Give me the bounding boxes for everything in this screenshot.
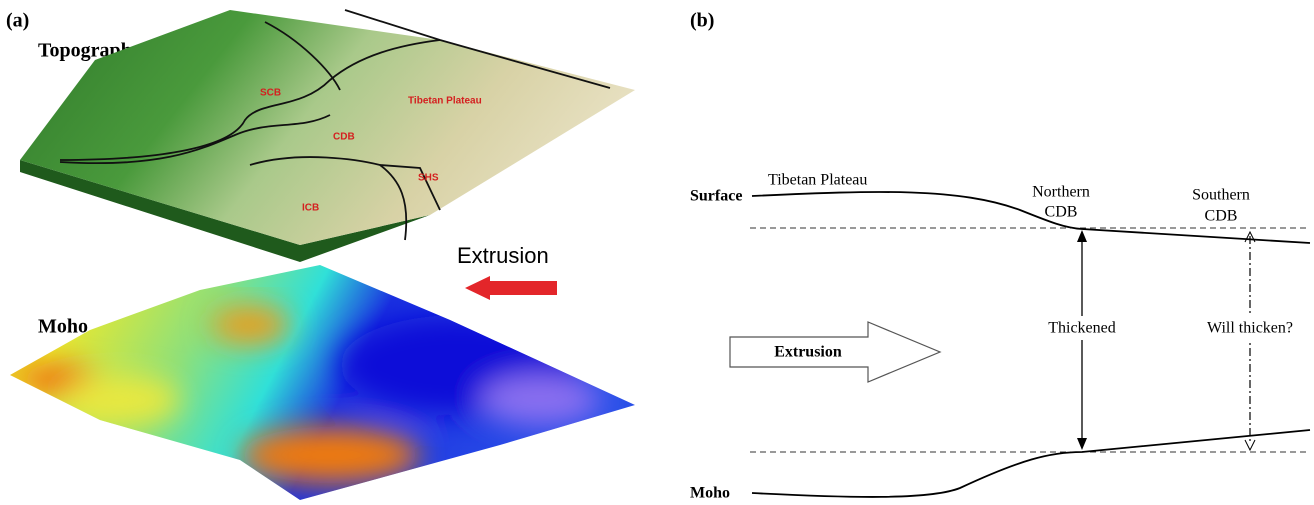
region-label: ICB: [302, 203, 319, 214]
blob: [210, 305, 290, 345]
region-label: CDB: [333, 132, 355, 143]
extrusion-label: Extrusion: [457, 243, 549, 268]
arrow-head: [1077, 230, 1087, 242]
region-label: SHS: [418, 173, 439, 184]
blob: [480, 375, 600, 425]
plateau-label: Tibetan Plateau: [768, 172, 867, 189]
panel-b: (b) Surface Tibetan Plateau Northern CDB…: [690, 10, 1310, 502]
region-label: SCB: [260, 88, 281, 99]
northern-label: CDB: [1045, 204, 1078, 221]
arrow-head: [1077, 438, 1087, 450]
panel-label: (b): [690, 10, 714, 32]
surface-label: Surface: [690, 188, 742, 205]
panel-label: (a): [6, 10, 29, 32]
figure: (a) Topography SCB Tibetan Plateau CDB S…: [0, 0, 1314, 505]
panel-a: (a) Topography SCB Tibetan Plateau CDB S…: [0, 10, 640, 505]
southern-label: Southern: [1192, 187, 1250, 204]
extrusion-arrow: [465, 276, 557, 300]
southern-label: CDB: [1205, 208, 1238, 225]
moho-label: Moho: [38, 316, 88, 338]
moho-label: Moho: [690, 485, 730, 502]
northern-label: Northern: [1032, 184, 1090, 201]
extrusion-label: Extrusion: [774, 344, 842, 361]
will-thicken-label: Will thicken?: [1207, 320, 1293, 337]
moho-line: [752, 430, 1310, 497]
moho-surface: [0, 260, 640, 505]
arrow-head: [1245, 440, 1255, 450]
thickened-label: Thickened: [1048, 320, 1116, 337]
blob: [240, 427, 420, 483]
region-label: Tibetan Plateau: [408, 96, 482, 107]
blob: [60, 375, 180, 425]
